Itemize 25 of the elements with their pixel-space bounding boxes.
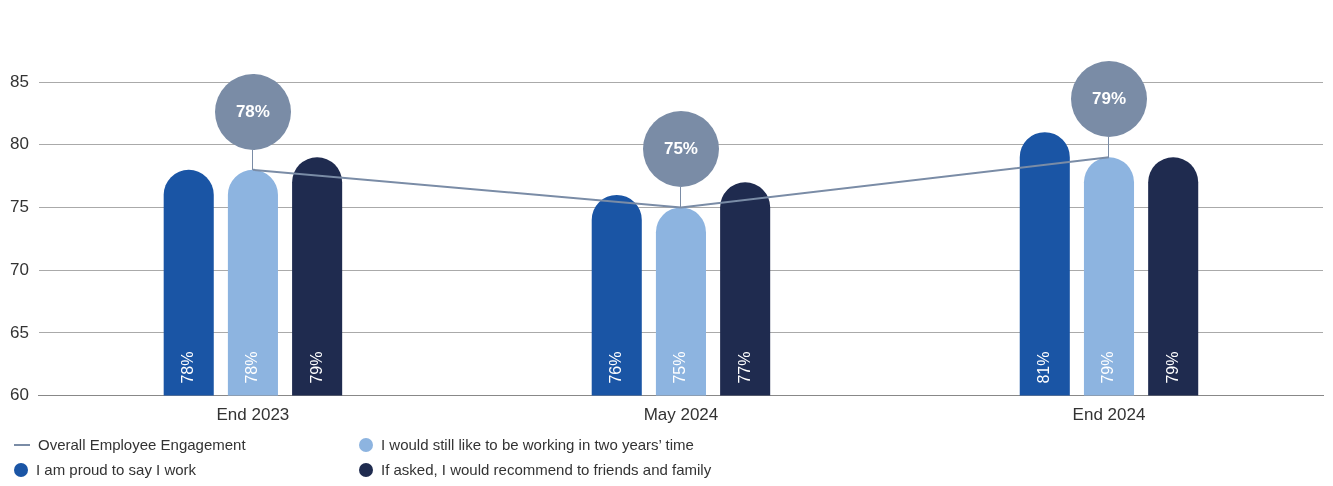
data-label: 78% bbox=[235, 101, 270, 122]
y-tick-label: 75 bbox=[9, 197, 29, 217]
y-tick-label: 80 bbox=[9, 134, 29, 154]
data-label: 81% bbox=[1035, 351, 1053, 384]
data-label: 79% bbox=[1099, 351, 1117, 384]
y-tick-label: 60 bbox=[9, 385, 29, 405]
data-label: 76% bbox=[607, 351, 625, 384]
data-label: 78% bbox=[179, 351, 197, 384]
data-label: 79% bbox=[1091, 89, 1126, 110]
data-label: 79% bbox=[1163, 351, 1181, 384]
data-label: 79% bbox=[307, 351, 325, 384]
data-label: 77% bbox=[735, 351, 753, 384]
x-tick-label: May 2024 bbox=[643, 405, 719, 425]
legend-label: If asked, I would recommend to friends and family bbox=[380, 461, 713, 478]
data-label: 75% bbox=[671, 351, 689, 384]
y-tick-label: 65 bbox=[9, 322, 29, 342]
x-tick-label: End 2023 bbox=[216, 405, 290, 425]
legend-label: I am proud to say I work bbox=[35, 461, 198, 478]
y-tick-label: 70 bbox=[9, 259, 29, 279]
y-tick-label: 85 bbox=[9, 71, 29, 91]
data-label: 75% bbox=[663, 139, 698, 160]
legend-label: Overall Employee Engagement bbox=[37, 436, 247, 453]
legend-label: I would still like to be working in two years’ time bbox=[380, 436, 695, 453]
x-tick-label: End 2024 bbox=[1072, 405, 1146, 425]
data-label: 78% bbox=[243, 351, 261, 384]
